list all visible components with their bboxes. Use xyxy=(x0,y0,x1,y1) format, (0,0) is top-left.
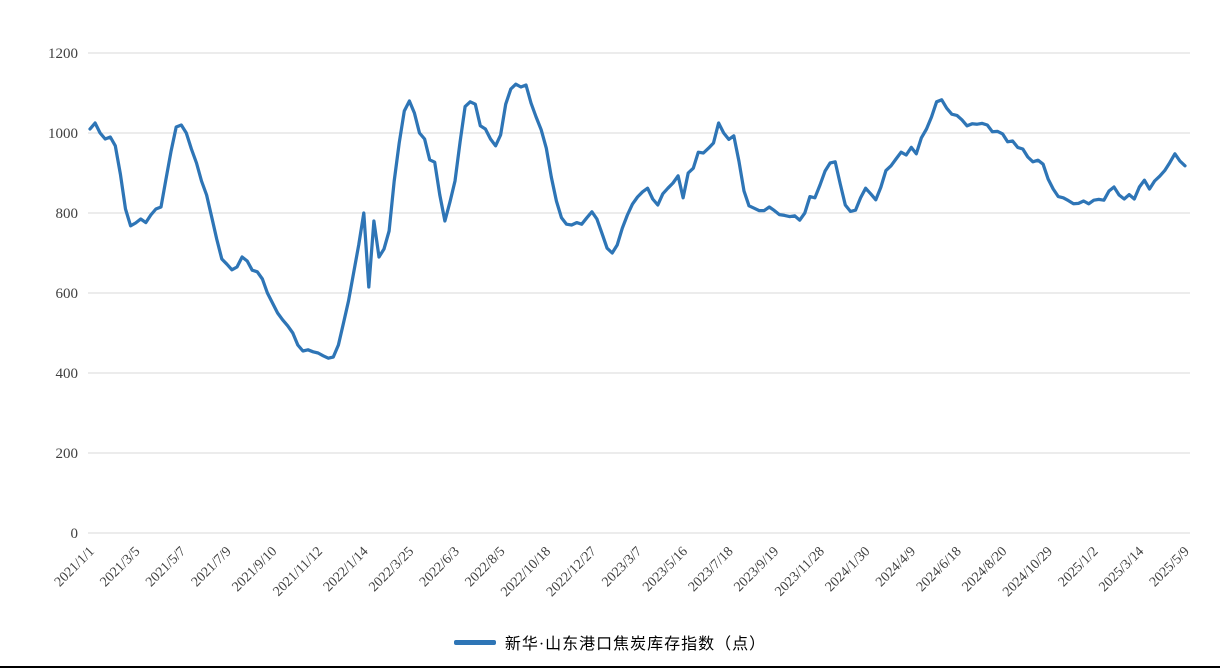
x-axis-tick-label: 2021/11/12 xyxy=(271,544,326,599)
x-axis-tick-label: 2023/5/16 xyxy=(640,544,691,595)
x-axis-tick-label: 2023/3/7 xyxy=(600,544,646,590)
y-axis-tick-label: 800 xyxy=(56,206,79,222)
x-axis-tick-label: 2022/3/25 xyxy=(366,544,417,595)
y-axis-tick-label: 1200 xyxy=(48,46,78,62)
legend-label: 新华·山东港口焦炭库存指数（点） xyxy=(504,636,767,653)
x-axis-tick-label: 2024/1/30 xyxy=(823,544,874,595)
y-axis-tick-label: 400 xyxy=(56,366,79,382)
y-axis-tick-label: 1000 xyxy=(48,126,78,142)
x-axis-tick-label: 2025/1/2 xyxy=(1056,544,1102,590)
y-axis: 0 200 400 600 800 1000 1200 xyxy=(48,46,78,542)
x-axis-tick-label: 2025/5/9 xyxy=(1147,544,1193,590)
x-axis-tick-label: 2021/1/1 xyxy=(52,544,98,590)
x-axis-tick-label: 2022/1/14 xyxy=(321,544,372,595)
x-axis-tick-label: 2023/11/28 xyxy=(772,544,827,599)
x-axis-tick-label: 2022/6/3 xyxy=(417,544,463,590)
legend: 新华·山东港口焦炭库存指数（点） xyxy=(0,630,1220,654)
y-axis-tick-label: 200 xyxy=(56,446,79,462)
x-axis-tick-label: 2025/3/14 xyxy=(1096,544,1147,595)
x-axis-tick-label: 2024/10/29 xyxy=(1000,544,1056,600)
x-axis-tick-label: 2022/12/27 xyxy=(544,544,600,600)
x-axis-tick-label: 2021/7/9 xyxy=(189,544,235,590)
x-axis: 2021/1/1 2021/3/5 2021/5/7 2021/7/92021/9/1… xyxy=(52,544,1193,600)
series-line xyxy=(88,82,1187,360)
gridlines-layer xyxy=(88,52,1190,534)
x-axis-tick-label: 2021/5/7 xyxy=(143,544,189,590)
x-axis-tick-label: 2024/4/9 xyxy=(873,544,919,590)
x-axis-tick-label: 2024/6/18 xyxy=(914,544,965,595)
y-axis-tick-label: 600 xyxy=(56,286,79,302)
y-axis-tick-label: 0 xyxy=(71,526,79,542)
series-layer xyxy=(88,82,1187,360)
x-axis-tick-label: 2023/7/18 xyxy=(686,544,737,595)
legend-line-marker xyxy=(453,639,496,645)
x-axis-tick-label: 2022/8/5 xyxy=(463,544,509,590)
x-axis-tick-label: 2021/3/5 xyxy=(98,544,144,590)
